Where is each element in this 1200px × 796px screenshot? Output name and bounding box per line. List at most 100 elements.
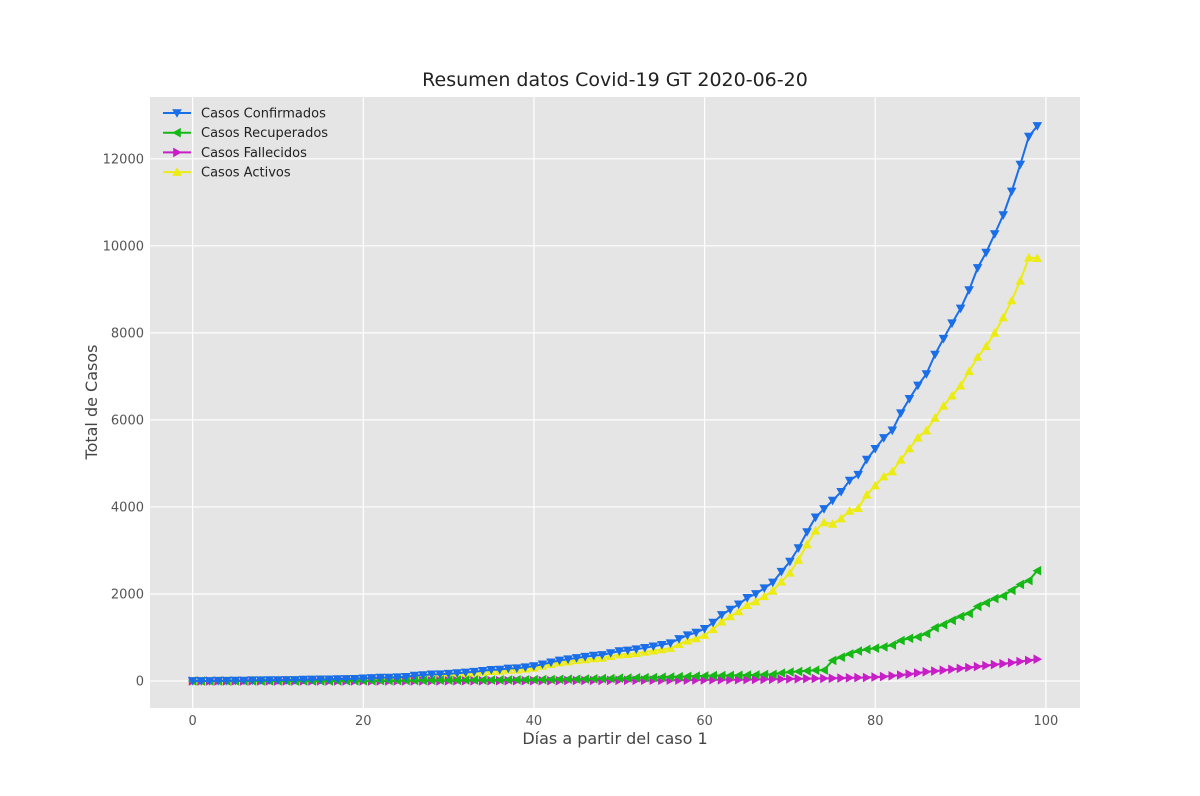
y-tick-label: 10000	[103, 239, 144, 254]
data-point	[956, 663, 966, 674]
data-point	[896, 454, 906, 464]
data-point	[640, 644, 650, 653]
data-point	[870, 643, 880, 653]
series-casos-confirmados	[187, 122, 1043, 686]
data-point	[972, 264, 983, 273]
data-point	[844, 476, 855, 486]
legend-item: Casos Fallecidos	[163, 146, 307, 161]
data-point	[580, 652, 590, 662]
data-point	[418, 671, 428, 680]
data-point	[350, 675, 360, 684]
data-point	[699, 630, 710, 639]
data-point	[367, 674, 377, 683]
data-point	[861, 644, 871, 655]
data-point	[443, 675, 453, 685]
data-point	[965, 662, 974, 673]
data-point	[691, 671, 700, 681]
data-point	[776, 567, 787, 577]
data-point	[478, 675, 487, 685]
data-point	[631, 645, 642, 654]
data-point	[786, 674, 795, 684]
data-point	[870, 445, 880, 454]
legend-item: Casos Activos	[163, 166, 291, 181]
data-point	[469, 675, 479, 685]
data-point	[708, 618, 718, 628]
data-point	[827, 496, 838, 506]
data-point	[426, 670, 437, 680]
data-point	[964, 608, 973, 619]
data-point	[999, 658, 1008, 669]
data-point	[614, 647, 625, 656]
data-point	[751, 590, 761, 599]
data-point	[769, 674, 778, 685]
data-point	[563, 674, 572, 684]
data-point	[1024, 252, 1034, 262]
data-point	[836, 652, 845, 662]
data-point	[947, 390, 957, 400]
data-point	[247, 676, 258, 686]
y-axis-label: Total de Casos	[82, 345, 101, 461]
legend-label: Casos Recuperados	[201, 126, 328, 141]
data-point	[803, 673, 812, 684]
data-point	[665, 672, 675, 682]
data-point	[989, 328, 1000, 337]
data-point	[828, 673, 838, 684]
data-point	[614, 673, 624, 683]
y-tick-label: 6000	[111, 413, 144, 428]
data-point	[1032, 565, 1042, 576]
grid-lines	[150, 97, 1080, 708]
data-point	[998, 312, 1008, 322]
data-point	[409, 671, 420, 681]
data-point	[776, 668, 786, 678]
data-point	[768, 669, 777, 680]
data-point	[751, 674, 761, 685]
data-point	[948, 664, 957, 675]
data-point	[384, 673, 394, 683]
data-point	[879, 642, 888, 652]
data-point	[973, 661, 983, 672]
data-point	[1032, 122, 1043, 131]
data-point	[699, 625, 710, 634]
legend: Casos Confirmados Casos Recuperados Casos …	[163, 107, 328, 181]
data-point	[187, 677, 198, 686]
data-point	[827, 655, 837, 666]
data-point	[939, 665, 949, 675]
data-point	[1024, 575, 1033, 586]
data-point	[1024, 132, 1034, 142]
x-axis-label: Días a partir del caso 1	[522, 729, 707, 748]
data-point	[938, 334, 949, 344]
data-point	[930, 413, 940, 422]
data-point	[452, 675, 461, 685]
data-point	[657, 672, 666, 682]
data-point	[947, 615, 956, 626]
data-point	[503, 664, 514, 674]
data-point	[273, 676, 283, 685]
data-point	[964, 366, 974, 376]
data-point	[1032, 253, 1043, 262]
data-point	[742, 670, 752, 680]
data-point	[520, 663, 531, 673]
data-point	[546, 674, 555, 685]
data-point	[443, 669, 454, 679]
data-point	[307, 675, 317, 685]
data-point	[955, 611, 965, 622]
data-point	[1006, 585, 1016, 596]
legend-marker	[172, 127, 181, 138]
data-point	[605, 673, 615, 684]
data-point	[836, 513, 846, 523]
data-point	[777, 674, 787, 684]
data-point	[913, 632, 922, 642]
data-point	[810, 665, 820, 675]
data-point	[469, 667, 479, 677]
data-point	[733, 670, 743, 681]
data-point	[529, 674, 538, 685]
y-tick-label: 0	[136, 675, 144, 690]
data-point	[982, 660, 991, 671]
legend-label: Casos Fallecidos	[201, 146, 307, 161]
data-point	[905, 669, 915, 679]
data-point	[1007, 657, 1017, 668]
data-point	[563, 655, 573, 665]
data-point	[931, 666, 940, 676]
data-point	[955, 304, 966, 314]
data-point	[708, 670, 717, 681]
